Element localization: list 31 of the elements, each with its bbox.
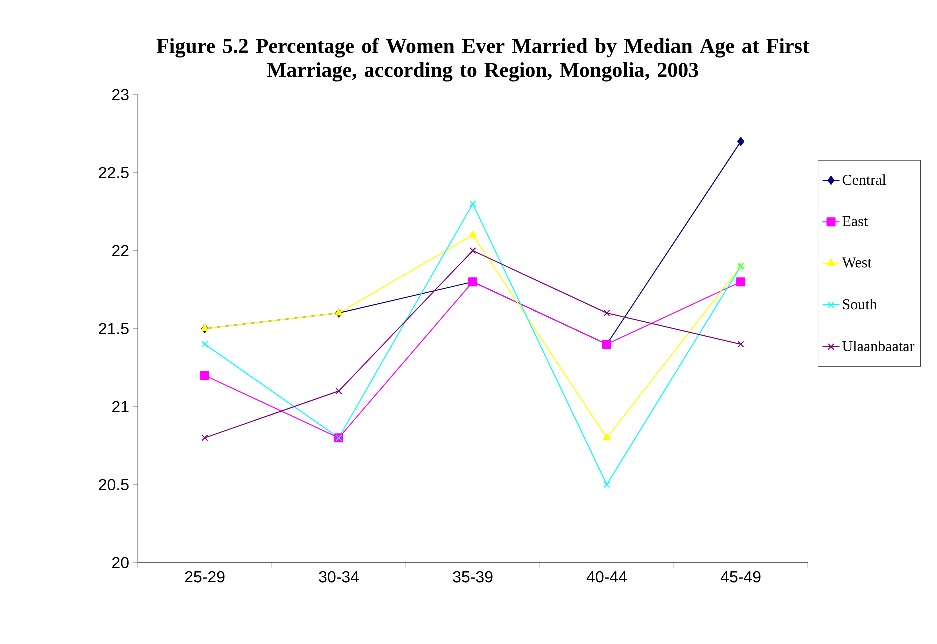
y-tick-label: 22.5 (99, 167, 129, 179)
point (736, 278, 746, 287)
point (604, 310, 610, 317)
point (202, 341, 208, 348)
y-tick-label: 23 (112, 89, 129, 101)
y-tick-label: 21 (112, 401, 129, 412)
x-tick-label: 30-34 (319, 571, 360, 583)
y-tick-label: 21.5 (99, 323, 129, 335)
x-tick-label: 25-29 (185, 571, 225, 583)
x-tick-label: 45-49 (720, 571, 761, 583)
legend-label: Central (842, 174, 886, 186)
y-tick-label: 22 (112, 245, 129, 256)
point (738, 341, 744, 348)
point (603, 434, 611, 441)
chart-title: Figure 5.2 Percentage of Women Ever Married by Median Age at First Marriage, according to Region, Mongolia, 2003 (156, 38, 810, 82)
x-tick-label: 35-39 (453, 571, 493, 583)
point (470, 200, 476, 208)
y-tick-label: 20.5 (99, 479, 129, 491)
y-tick-label: 20 (112, 557, 129, 569)
legend-label: East (842, 216, 868, 226)
x-tick-label: 40-44 (586, 571, 628, 583)
point (200, 371, 210, 380)
point (470, 248, 476, 254)
legend-label: South (843, 299, 878, 310)
point (202, 434, 208, 442)
legend-label: Ulaanbaatar (842, 340, 915, 352)
point (336, 388, 342, 395)
point (469, 230, 477, 238)
point (738, 137, 745, 146)
point (604, 482, 610, 488)
legend-label: West (842, 258, 872, 268)
